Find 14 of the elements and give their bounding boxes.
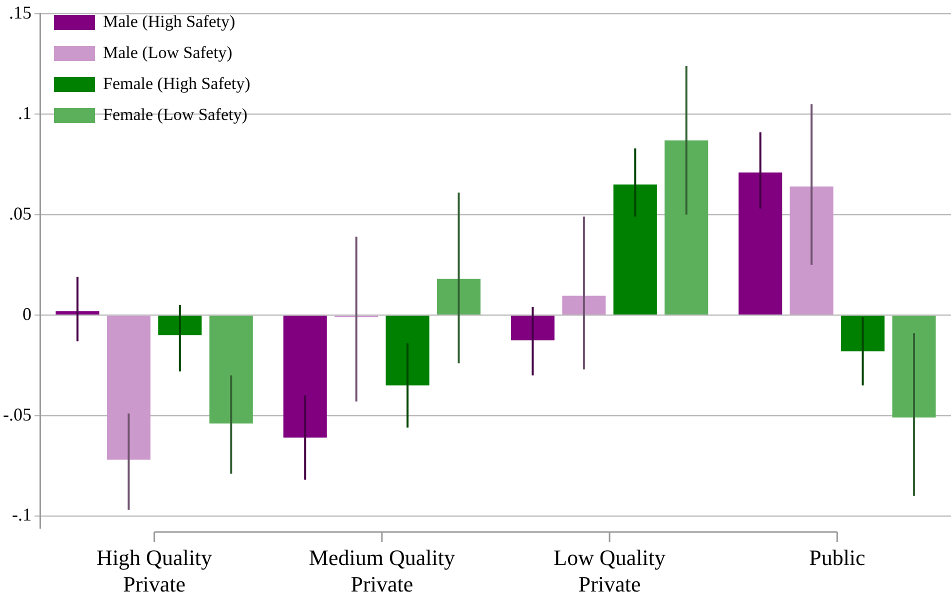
x-tick-label: Public xyxy=(809,544,866,570)
x-tick-label: Low Quality Private xyxy=(554,544,666,596)
x-tick-label: Medium Quality Private xyxy=(308,544,455,596)
y-tick-label: .1 xyxy=(18,102,32,123)
legend-label: Male (High Safety) xyxy=(102,12,236,31)
y-tick-label: 0 xyxy=(22,304,32,324)
x-tick-label: High Quality Private xyxy=(96,544,212,596)
y-tick-label: -.1 xyxy=(12,504,32,525)
y-tick-label: .15 xyxy=(8,2,32,23)
legend-label: Female (Low Safety) xyxy=(102,104,248,124)
y-tick-label: .05 xyxy=(8,203,32,224)
y-tick-label: -.05 xyxy=(2,404,32,424)
legend-label: Female (High Safety) xyxy=(102,74,250,93)
legend-label: Male (Low Safety) xyxy=(102,42,232,62)
